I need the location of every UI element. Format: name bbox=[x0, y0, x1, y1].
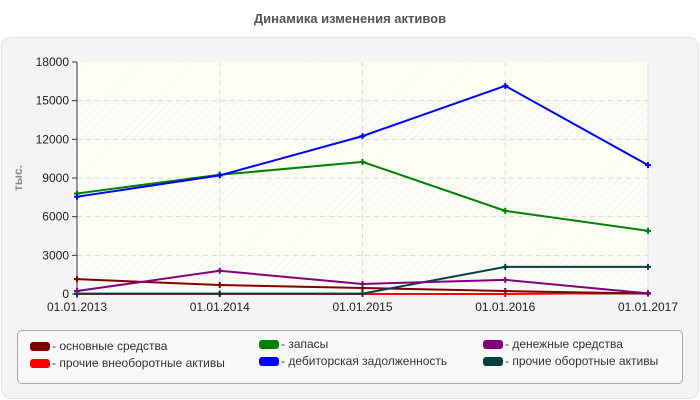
data-point-marker[interactable] bbox=[216, 281, 223, 288]
legend-label: - прочие оборотные активы bbox=[505, 354, 659, 368]
legend: - основные средства - прочие внеоборотны… bbox=[17, 330, 683, 384]
y-tick-label: 12000 bbox=[36, 132, 70, 146]
data-point-marker[interactable] bbox=[502, 276, 509, 283]
data-point-marker[interactable] bbox=[359, 290, 366, 297]
legend-item-other-noncurrent-assets[interactable]: - прочие внеоборотные активы bbox=[30, 356, 225, 370]
x-tick-label: 01.01.2016 bbox=[475, 300, 535, 314]
legend-item-receivables[interactable]: - дебиторская задолженность bbox=[259, 354, 447, 368]
data-point-marker[interactable] bbox=[645, 263, 651, 270]
legend-item-other-current-assets[interactable]: - прочие оборотные активы bbox=[483, 354, 658, 368]
data-point-marker[interactable] bbox=[645, 162, 651, 169]
legend-swatch-icon bbox=[483, 356, 503, 366]
legend-swatch-icon bbox=[30, 358, 50, 368]
legend-item-fixed-assets[interactable]: - основные средства bbox=[30, 339, 167, 353]
chart-title: Динамика изменения активов bbox=[253, 11, 447, 26]
legend-label: - запасы bbox=[281, 337, 329, 351]
data-point-marker[interactable] bbox=[502, 288, 509, 295]
data-point-marker[interactable] bbox=[502, 207, 509, 214]
x-tick-label: 01.01.2015 bbox=[332, 300, 392, 314]
data-point-marker[interactable] bbox=[216, 290, 223, 297]
legend-swatch-icon bbox=[259, 356, 279, 366]
legend-label: - денежные средства bbox=[505, 337, 623, 351]
series-line bbox=[74, 263, 651, 297]
data-series bbox=[74, 82, 651, 297]
legend-swatch-icon bbox=[259, 339, 279, 349]
series-line bbox=[74, 82, 651, 200]
legend-swatch-icon bbox=[30, 341, 50, 351]
legend-label: - дебиторская задолженность bbox=[281, 354, 448, 368]
legend-item-cash[interactable]: - денежные средства bbox=[483, 337, 623, 351]
data-point-marker[interactable] bbox=[216, 267, 223, 274]
data-point-marker[interactable] bbox=[216, 172, 223, 179]
data-point-marker[interactable] bbox=[74, 193, 80, 200]
data-point-marker[interactable] bbox=[359, 133, 366, 140]
data-point-marker[interactable] bbox=[645, 290, 651, 297]
data-point-marker[interactable] bbox=[359, 158, 366, 165]
data-point-marker[interactable] bbox=[74, 276, 80, 283]
gridlines bbox=[77, 62, 649, 294]
x-tick-label: 01.01.2013 bbox=[47, 300, 107, 314]
x-tick-label: 01.01.2014 bbox=[190, 300, 250, 314]
y-axis-label: тыс. bbox=[11, 165, 25, 191]
y-tick-label: 18000 bbox=[36, 55, 70, 69]
data-point-marker[interactable] bbox=[645, 227, 651, 234]
y-tick-label: 0 bbox=[62, 287, 69, 301]
data-point-marker[interactable] bbox=[74, 288, 80, 295]
legend-item-inventory[interactable]: - запасы bbox=[259, 337, 328, 351]
y-tick-label: 15000 bbox=[36, 94, 70, 108]
data-point-marker[interactable] bbox=[359, 280, 366, 287]
y-tick-label: 6000 bbox=[42, 210, 69, 224]
y-tick-label: 9000 bbox=[42, 171, 69, 185]
legend-label: - основные средства bbox=[52, 339, 168, 353]
x-tick-label: 01.01.2017 bbox=[618, 300, 678, 314]
y-tick-label: 3000 bbox=[42, 248, 69, 262]
legend-swatch-icon bbox=[483, 339, 503, 349]
data-point-marker[interactable] bbox=[502, 82, 509, 89]
data-point-marker[interactable] bbox=[502, 263, 509, 270]
legend-label: - прочие внеоборотные активы bbox=[52, 356, 225, 370]
series-line bbox=[74, 267, 651, 297]
